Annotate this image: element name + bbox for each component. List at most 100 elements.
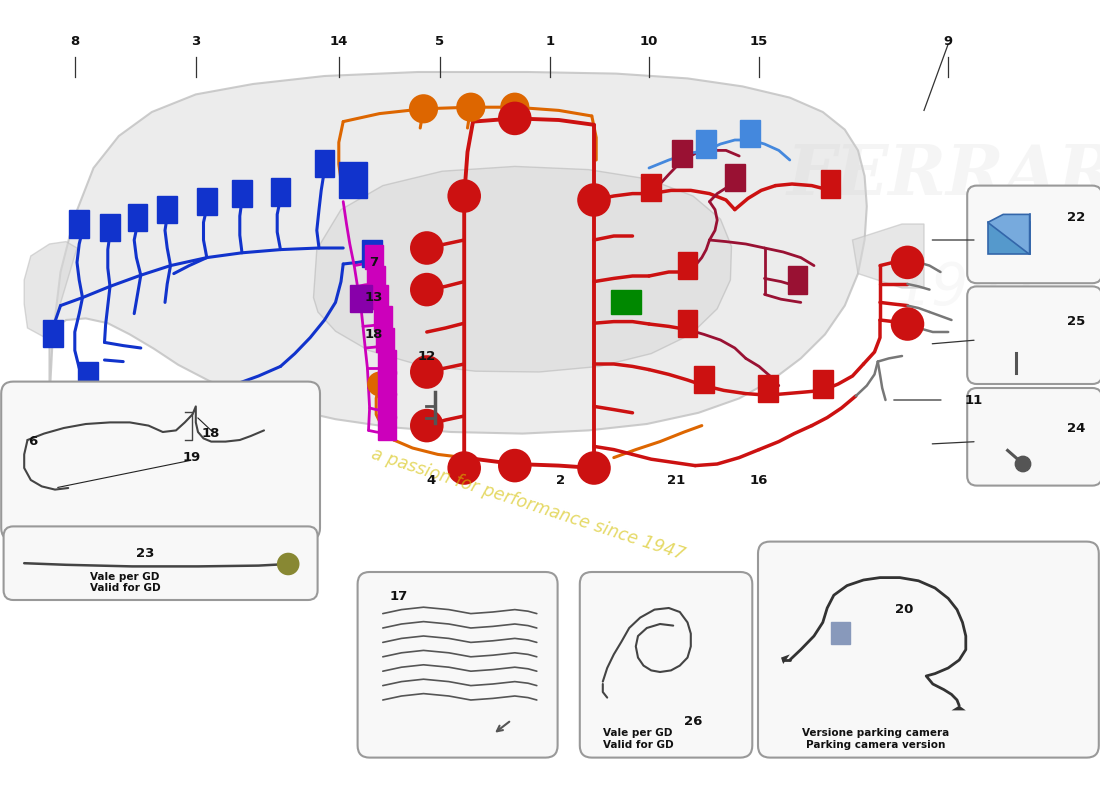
- Bar: [672, 140, 692, 167]
- Bar: [378, 371, 396, 395]
- Text: 1947: 1947: [893, 259, 1043, 317]
- Text: 14: 14: [330, 35, 348, 48]
- Bar: [610, 290, 641, 314]
- Bar: [378, 416, 396, 440]
- Bar: [197, 188, 217, 215]
- FancyBboxPatch shape: [1, 382, 320, 540]
- Bar: [367, 266, 385, 290]
- Text: a passion for performance since 1947: a passion for performance since 1947: [368, 445, 688, 563]
- Circle shape: [499, 450, 530, 481]
- Circle shape: [892, 309, 923, 339]
- Text: 15: 15: [750, 35, 768, 48]
- Polygon shape: [50, 72, 867, 434]
- Bar: [725, 164, 745, 191]
- Bar: [641, 174, 661, 201]
- Circle shape: [410, 95, 437, 122]
- Circle shape: [278, 554, 298, 574]
- Text: 21: 21: [668, 474, 685, 486]
- Text: 1: 1: [546, 35, 554, 48]
- Text: 6: 6: [29, 435, 37, 448]
- Text: 25: 25: [1067, 315, 1085, 328]
- Text: 7: 7: [370, 256, 378, 269]
- Bar: [678, 310, 697, 337]
- Text: 8: 8: [70, 35, 79, 48]
- Bar: [371, 285, 388, 309]
- Text: 26: 26: [684, 715, 702, 728]
- Text: 18: 18: [365, 328, 383, 341]
- Circle shape: [411, 410, 442, 441]
- Bar: [376, 328, 394, 352]
- Bar: [100, 214, 120, 241]
- FancyBboxPatch shape: [580, 572, 752, 758]
- Bar: [758, 375, 778, 402]
- Circle shape: [411, 233, 442, 263]
- Circle shape: [411, 274, 442, 305]
- Text: 22: 22: [1067, 211, 1085, 224]
- Bar: [378, 350, 396, 374]
- Bar: [43, 320, 63, 347]
- Circle shape: [368, 373, 390, 395]
- Polygon shape: [314, 166, 732, 372]
- Circle shape: [579, 453, 609, 483]
- Bar: [694, 366, 714, 393]
- Bar: [157, 196, 177, 223]
- Text: 13: 13: [365, 291, 383, 304]
- Text: 4: 4: [427, 474, 436, 486]
- FancyBboxPatch shape: [358, 572, 558, 758]
- Bar: [69, 210, 89, 238]
- FancyBboxPatch shape: [3, 526, 318, 600]
- Bar: [830, 622, 850, 644]
- Polygon shape: [988, 214, 1030, 254]
- FancyBboxPatch shape: [967, 286, 1100, 384]
- FancyBboxPatch shape: [758, 542, 1099, 758]
- Bar: [813, 370, 833, 398]
- Bar: [223, 416, 243, 443]
- Text: 18: 18: [202, 427, 220, 440]
- Circle shape: [579, 185, 609, 215]
- Bar: [78, 362, 98, 390]
- Text: Vale per GD
Valid for GD: Vale per GD Valid for GD: [603, 728, 673, 750]
- FancyBboxPatch shape: [967, 186, 1100, 283]
- Text: 16: 16: [750, 474, 768, 486]
- Bar: [339, 162, 367, 198]
- Bar: [232, 180, 252, 207]
- Polygon shape: [852, 224, 924, 288]
- Bar: [350, 285, 372, 312]
- Text: 17: 17: [389, 590, 407, 602]
- Bar: [271, 178, 290, 206]
- Text: Vale per GD
Valid for GD: Vale per GD Valid for GD: [90, 571, 161, 594]
- Text: FERRARI: FERRARI: [786, 142, 1100, 210]
- Text: 23: 23: [136, 547, 154, 560]
- Circle shape: [892, 247, 923, 278]
- Bar: [362, 240, 382, 267]
- Text: 20: 20: [895, 603, 913, 616]
- Circle shape: [499, 103, 530, 134]
- Text: 5: 5: [436, 35, 444, 48]
- Bar: [821, 170, 840, 198]
- FancyBboxPatch shape: [967, 388, 1100, 486]
- Text: Versione parking camera
Parking camera version: Versione parking camera Parking camera v…: [802, 728, 949, 750]
- Text: 9: 9: [944, 35, 953, 48]
- Bar: [374, 306, 392, 330]
- Polygon shape: [952, 706, 966, 710]
- Bar: [678, 252, 697, 279]
- Text: 2: 2: [557, 474, 565, 486]
- Circle shape: [1015, 456, 1031, 472]
- Bar: [128, 204, 147, 231]
- Bar: [378, 394, 396, 418]
- Text: 3: 3: [191, 35, 200, 48]
- Bar: [988, 222, 1030, 254]
- Bar: [740, 120, 760, 147]
- Circle shape: [502, 94, 528, 121]
- Text: 11: 11: [965, 394, 982, 406]
- Bar: [696, 130, 716, 158]
- Text: 12: 12: [418, 350, 436, 363]
- Text: 19: 19: [183, 451, 200, 464]
- Bar: [365, 245, 383, 269]
- Polygon shape: [24, 242, 77, 340]
- Polygon shape: [781, 654, 790, 664]
- Text: 24: 24: [1067, 422, 1085, 434]
- Circle shape: [411, 357, 442, 387]
- Text: 10: 10: [640, 35, 658, 48]
- Bar: [315, 150, 334, 177]
